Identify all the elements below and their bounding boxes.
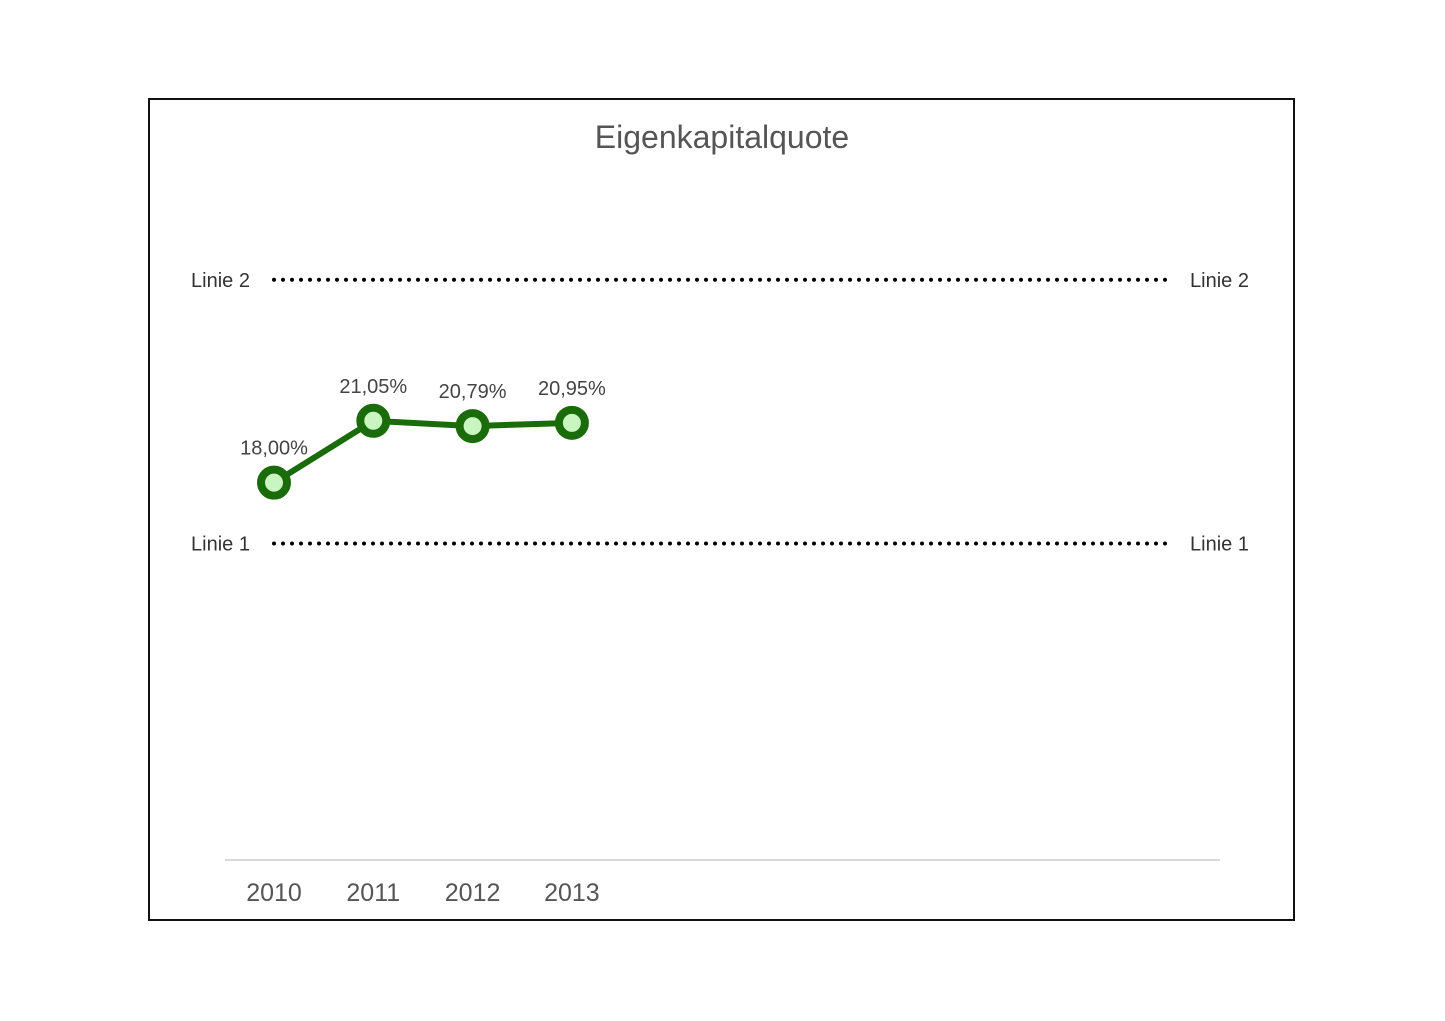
reference-label-left-linie-1: Linie 1: [191, 534, 250, 556]
data-point-2011: [356, 403, 391, 438]
x-tick-2010: 2010: [246, 879, 302, 907]
x-tick-2013: 2013: [544, 879, 600, 907]
reference-lines: Linie 2 Linie 2 Linie 1 Linie 1: [191, 270, 1249, 556]
data-label-2012: 20,79%: [439, 381, 507, 403]
reference-label-right-linie-2: Linie 2: [1190, 270, 1249, 292]
chart-frame: [148, 98, 1295, 921]
data-point-2013: [554, 405, 589, 440]
x-tick-labels: 2010 2011 2012 2013: [246, 879, 600, 907]
reference-label-right-linie-1: Linie 1: [1190, 534, 1249, 556]
data-point-2010: [257, 465, 291, 500]
x-tick-2012: 2012: [445, 879, 501, 907]
data-label-2013: 20,95%: [538, 378, 606, 400]
chart-title: Eigenkapitalquote: [595, 119, 849, 155]
series-layer: [257, 403, 589, 500]
data-label-2010: 18,00%: [240, 438, 308, 460]
reference-label-left-linie-2: Linie 2: [191, 270, 250, 292]
series-line: [272, 417, 572, 486]
data-label-2011: 21,05%: [339, 376, 407, 398]
data-labels: 18,00% 21,05% 20,79% 20,95%: [240, 376, 606, 460]
data-point-2012: [455, 409, 490, 444]
x-tick-2011: 2011: [346, 879, 400, 907]
